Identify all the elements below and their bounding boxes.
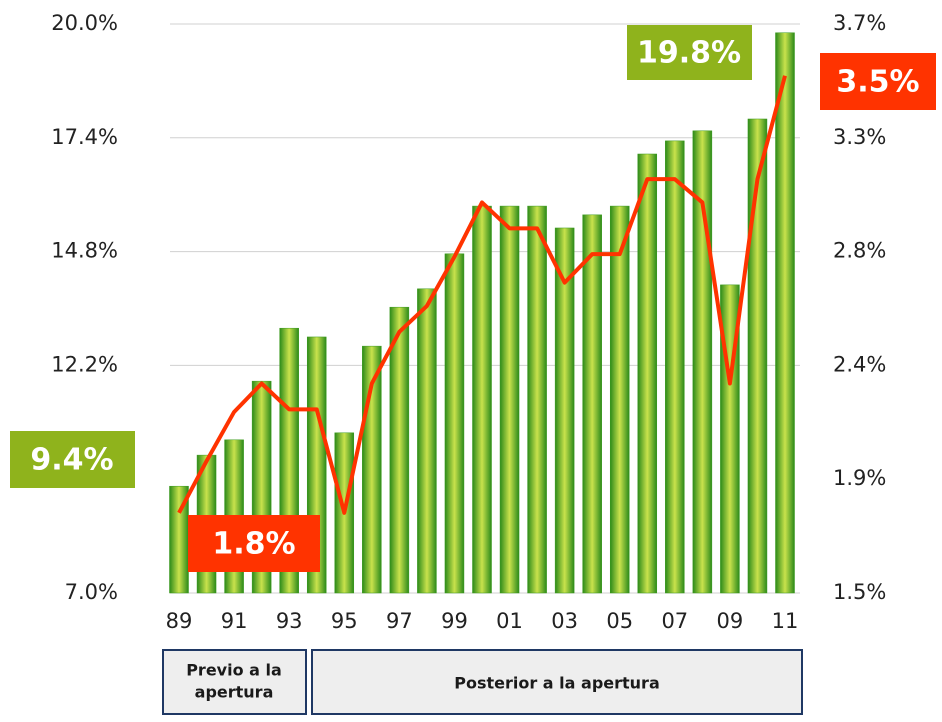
y2-tick-label: 2.8%	[833, 239, 886, 263]
period-label: Posterior a la apertura	[454, 674, 660, 693]
annotation-box	[10, 431, 135, 488]
x-tick-label: 95	[331, 609, 358, 633]
bar	[665, 140, 685, 594]
x-tick-label: 89	[166, 609, 193, 633]
bar	[499, 205, 520, 594]
x-tick-label: 07	[661, 609, 688, 633]
annotation: 1.8%	[212, 527, 295, 562]
x-tick-label: 03	[551, 609, 578, 633]
period-label: Previo a la	[186, 661, 282, 680]
x-tick-label: 09	[717, 609, 744, 633]
period-box	[162, 649, 307, 715]
annotation: 9.4%	[30, 443, 113, 478]
period-label: apertura	[195, 683, 274, 702]
bar	[637, 153, 658, 594]
annotation: 19.8%	[637, 36, 741, 71]
bar	[747, 118, 768, 594]
line	[177, 75, 787, 515]
y-tick-label: 20.0%	[51, 11, 118, 35]
bar	[472, 205, 492, 594]
y2-tick-label: 3.7%	[833, 11, 886, 35]
y-tick-label: 14.8%	[51, 239, 118, 263]
bar	[554, 227, 575, 594]
bar	[527, 205, 547, 594]
y2-tick-label: 2.4%	[833, 352, 886, 376]
y2-tick-label: 1.5%	[833, 580, 886, 604]
y-tick-label: 12.2%	[51, 352, 118, 376]
y2-tick-label: 3.3%	[833, 125, 886, 149]
x-tick-label: 97	[386, 609, 413, 633]
x-tick-label: 01	[496, 609, 523, 633]
annotation-box	[820, 53, 936, 110]
bar	[417, 288, 437, 594]
bar	[582, 214, 602, 594]
y2-tick-label: 1.9%	[833, 466, 886, 490]
period-box	[311, 649, 803, 715]
annotation: 3.5%	[836, 65, 919, 100]
annotation-box	[188, 515, 320, 572]
x-tick-label: 05	[606, 609, 633, 633]
bar	[775, 32, 795, 594]
bar	[609, 205, 630, 594]
x-tick-label: 99	[441, 609, 468, 633]
y-tick-label: 17.4%	[51, 125, 118, 149]
bar	[389, 306, 410, 594]
annotation-box	[627, 25, 752, 80]
x-tick-label: 93	[276, 609, 303, 633]
x-tick-label: 91	[221, 609, 248, 633]
y-tick-label: 7.0%	[65, 580, 118, 604]
x-tick-label: 11	[772, 609, 799, 633]
bar	[444, 253, 465, 594]
